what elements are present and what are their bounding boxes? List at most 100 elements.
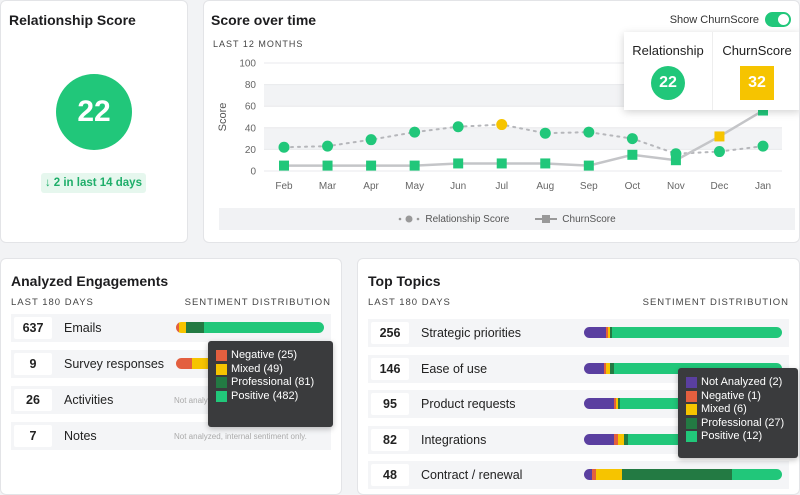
relationship-point[interactable] (758, 141, 769, 152)
engagements-title: Analyzed Engagements (11, 273, 168, 289)
score-delta-badge: ↓ 2 in last 14 days (41, 173, 146, 193)
relationship-point[interactable] (583, 127, 594, 138)
relationship-point[interactable] (670, 148, 681, 159)
chart-legend: Relationship Score ChurnScore (219, 208, 795, 230)
sentiment-bar[interactable] (584, 469, 782, 480)
list-row[interactable]: 48 Contract / renewal (368, 461, 789, 489)
y-axis-label: Score (217, 103, 229, 132)
row-count: 146 (371, 358, 409, 380)
churnscore-toggle[interactable] (765, 12, 791, 27)
relationship-point[interactable] (627, 133, 638, 144)
grid-band (264, 128, 782, 150)
sentiment-segment (596, 469, 622, 480)
popover-relationship: Relationship 22 (624, 32, 712, 110)
row-label: Activities (64, 393, 113, 407)
tooltip-legend-row: Professional (81) (216, 376, 325, 390)
top-topics-card: Top Topics LAST 180 DAYS SENTIMENT DISTR… (357, 258, 800, 495)
score-popover: Relationship 22 ChurnScore 32 (624, 32, 800, 110)
color-swatch (686, 404, 697, 415)
row-label: Product requests (421, 397, 516, 411)
relationship-point[interactable] (540, 128, 551, 139)
relationship-score-value: 22 (56, 74, 132, 150)
tooltip-label: Not Analyzed (2) (701, 376, 782, 390)
list-row[interactable]: 256 Strategic priorities (368, 319, 789, 347)
tooltip-legend-row: Mixed (49) (216, 363, 325, 377)
sentiment-segment (584, 363, 604, 374)
tooltip-label: Negative (25) (231, 349, 297, 363)
score-over-time-card: Score over time LAST 12 MONTHS Show Chur… (203, 0, 800, 243)
x-tick-label: Oct (625, 181, 641, 192)
tooltip-legend-row: Mixed (6) (686, 403, 790, 417)
tooltip-legend-row: Negative (25) (216, 349, 325, 363)
churnscore-point[interactable] (584, 161, 594, 171)
color-swatch (216, 364, 227, 375)
arrow-down-icon: ↓ (45, 177, 51, 189)
churnscore-point[interactable] (453, 158, 463, 168)
relationship-point[interactable] (279, 142, 290, 153)
x-tick-label: Apr (363, 181, 379, 192)
churnscore-point[interactable] (627, 150, 637, 160)
legend-item-churnscore[interactable]: ChurnScore (535, 214, 615, 225)
relationship-point[interactable] (714, 146, 725, 157)
relationship-point[interactable] (453, 121, 464, 132)
y-tick-label: 60 (245, 102, 257, 113)
sentiment-segment (584, 434, 614, 445)
sentiment-segment (584, 398, 614, 409)
x-tick-label: Sep (580, 181, 598, 192)
churnscore-legend-icon (535, 214, 557, 224)
sentiment-segment (584, 469, 592, 480)
sentiment-bar[interactable] (584, 327, 782, 338)
x-tick-label: Jun (450, 181, 466, 192)
topics-title: Top Topics (368, 273, 441, 289)
engagements-header: LAST 180 DAYS SENTIMENT DISTRIBUTION (11, 297, 331, 308)
x-tick-label: Jan (755, 181, 771, 192)
sentiment-segment (612, 327, 782, 338)
churnscore-point[interactable] (366, 161, 376, 171)
y-tick-label: 40 (245, 123, 257, 134)
churnscore-point[interactable] (323, 161, 333, 171)
x-tick-label: May (405, 181, 424, 192)
row-label: Contract / renewal (421, 468, 522, 482)
analyzed-engagements-card: Analyzed Engagements LAST 180 DAYS SENTI… (0, 258, 342, 495)
tooltip-legend-row: Positive (482) (216, 390, 325, 404)
row-label: Notes (64, 429, 97, 443)
relationship-point[interactable] (322, 141, 333, 152)
row-label: Strategic priorities (421, 326, 521, 340)
color-swatch (686, 418, 697, 429)
y-tick-label: 0 (250, 167, 256, 178)
churnscore-point[interactable] (714, 131, 724, 141)
sentiment-segment (192, 358, 208, 369)
churnscore-point[interactable] (497, 158, 507, 168)
row-count: 256 (371, 322, 409, 344)
relationship-score-title: Relationship Score (9, 12, 136, 28)
topics-period: LAST 180 DAYS (368, 297, 451, 308)
row-count: 637 (14, 317, 52, 339)
tooltip-legend-row: Negative (1) (686, 390, 790, 404)
legend-item-relationship[interactable]: Relationship Score (398, 214, 509, 225)
relationship-point[interactable] (409, 127, 420, 138)
sentiment-segment (176, 358, 192, 369)
relationship-point[interactable] (496, 119, 507, 130)
tooltip-label: Mixed (49) (231, 363, 283, 377)
row-count: 26 (14, 389, 52, 411)
color-swatch (686, 377, 697, 388)
score-delta-text: 2 in last 14 days (54, 177, 142, 189)
score-over-time-period: LAST 12 MONTHS (213, 39, 303, 49)
tooltip-legend-row: Positive (12) (686, 430, 790, 444)
row-label: Integrations (421, 433, 486, 447)
not-analyzed-note: Not analyzed, internal sentiment only. (174, 432, 307, 441)
tooltip-label: Professional (27) (701, 417, 784, 431)
list-row[interactable]: 637 Emails (11, 314, 331, 342)
churnscore-point[interactable] (279, 161, 289, 171)
engagements-dist-header: SENTIMENT DISTRIBUTION (185, 297, 331, 308)
color-swatch (686, 391, 697, 402)
y-tick-label: 80 (245, 80, 257, 91)
churnscore-point[interactable] (410, 161, 420, 171)
churnscore-toggle-group[interactable]: Show ChurnScore (670, 12, 791, 27)
row-count: 95 (371, 393, 409, 415)
popover-churnscore: ChurnScore 32 (712, 32, 800, 110)
sentiment-bar[interactable] (176, 322, 324, 333)
relationship-point[interactable] (366, 134, 377, 145)
x-tick-label: Dec (711, 181, 729, 192)
churnscore-point[interactable] (540, 158, 550, 168)
